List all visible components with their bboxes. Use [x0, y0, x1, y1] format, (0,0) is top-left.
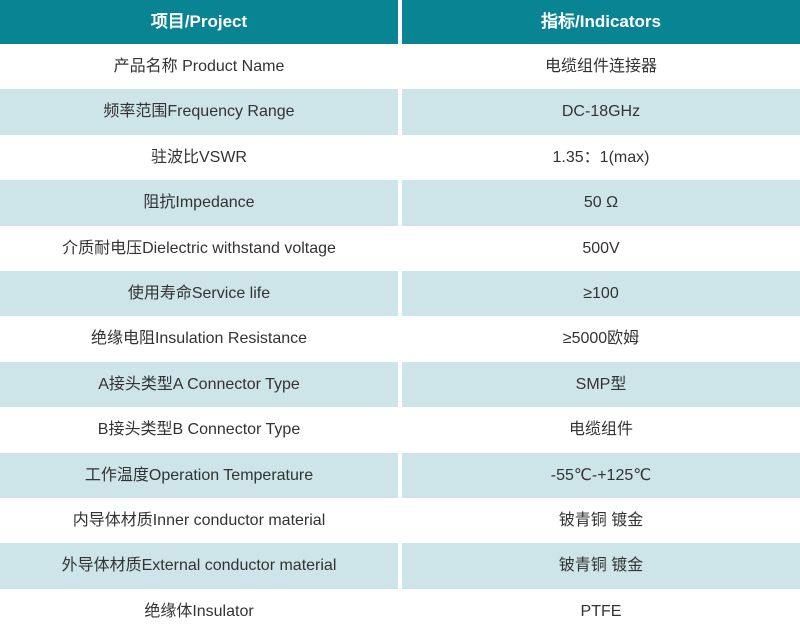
project-cell: 频率范围Frequency Range	[0, 89, 398, 135]
column-divider	[398, 588, 402, 634]
table-row: 产品名称 Product Name 电缆组件连接器	[0, 44, 800, 90]
indicator-cell: SMP型	[402, 361, 800, 408]
table-row: A接头类型A Connector Type SMP型	[0, 361, 800, 408]
indicator-cell: 500V	[582, 239, 620, 257]
column-divider	[398, 225, 402, 271]
project-cell: 阻抗Impedance	[0, 180, 398, 226]
indicator-cell: PTFE	[580, 602, 622, 620]
indicator-cell: -55℃-+125℃	[402, 452, 800, 498]
indicator-cell: ≥100	[402, 270, 800, 317]
project-cell: A接头类型A Connector Type	[0, 361, 398, 408]
column-divider	[398, 497, 402, 544]
project-cell: 绝缘体Insulator	[144, 602, 254, 620]
table-row: 绝缘电阻Insulation Resistance ≥5000欧姆	[0, 316, 800, 362]
table-row: 使用寿命Service life ≥100	[0, 270, 800, 317]
table-row: 外导体材质External conductor material 铍青铜 镀金	[0, 543, 800, 589]
project-cell: 使用寿命Service life	[0, 270, 398, 317]
project-cell: B接头类型B Connector Type	[97, 421, 301, 439]
indicator-cell: ≥5000欧姆	[562, 330, 640, 348]
project-cell: 工作温度Operation Temperature	[0, 452, 398, 498]
indicator-cell: DC-18GHz	[402, 89, 800, 135]
column-divider	[398, 270, 402, 317]
indicator-cell: 铍青铜 镀金	[558, 512, 644, 529]
column-divider	[398, 134, 402, 181]
column-divider	[398, 543, 402, 589]
project-cell: 内导体材质Inner conductor material	[72, 512, 326, 529]
table-row: 阻抗Impedance 50 Ω	[0, 180, 800, 226]
column-divider	[398, 452, 402, 498]
header-cell-indicators: 指标/Indicators	[402, 0, 800, 44]
column-divider	[398, 44, 402, 90]
project-cell: 介质耐电压Dielectric withstand voltage	[62, 239, 336, 257]
table-row: 工作温度Operation Temperature -55℃-+125℃	[0, 452, 800, 498]
column-divider	[398, 316, 402, 362]
indicator-cell: 1.35：1(max)	[552, 148, 650, 166]
column-divider	[398, 0, 402, 44]
table-header-row: 项目/Project 指标/Indicators	[0, 0, 800, 44]
indicator-cell: 50 Ω	[402, 180, 800, 226]
indicator-cell: 铍青铜 镀金	[402, 543, 800, 589]
table-row: B接头类型B Connector Type 电缆组件	[0, 407, 800, 453]
table-row: 频率范围Frequency Range DC-18GHz	[0, 89, 800, 135]
table-row: 内导体材质Inner conductor material 铍青铜 镀金	[0, 497, 800, 544]
project-cell: 外导体材质External conductor material	[0, 543, 398, 589]
column-divider	[398, 407, 402, 453]
column-divider	[398, 180, 402, 226]
column-divider	[398, 89, 402, 135]
indicator-cell: 电缆组件连接器	[544, 58, 657, 76]
project-cell: 驻波比VSWR	[150, 148, 247, 166]
project-cell: 绝缘电阻Insulation Resistance	[90, 330, 308, 348]
indicator-cell: 电缆组件	[568, 421, 633, 439]
header-cell-project: 项目/Project	[0, 0, 398, 44]
column-divider	[398, 361, 402, 408]
table-row: 绝缘体Insulator PTFE	[0, 588, 800, 634]
project-cell: 产品名称 Product Name	[113, 58, 285, 76]
table-row: 驻波比VSWR 1.35：1(max)	[0, 134, 800, 181]
table-row: 介质耐电压Dielectric withstand voltage 500V	[0, 225, 800, 271]
